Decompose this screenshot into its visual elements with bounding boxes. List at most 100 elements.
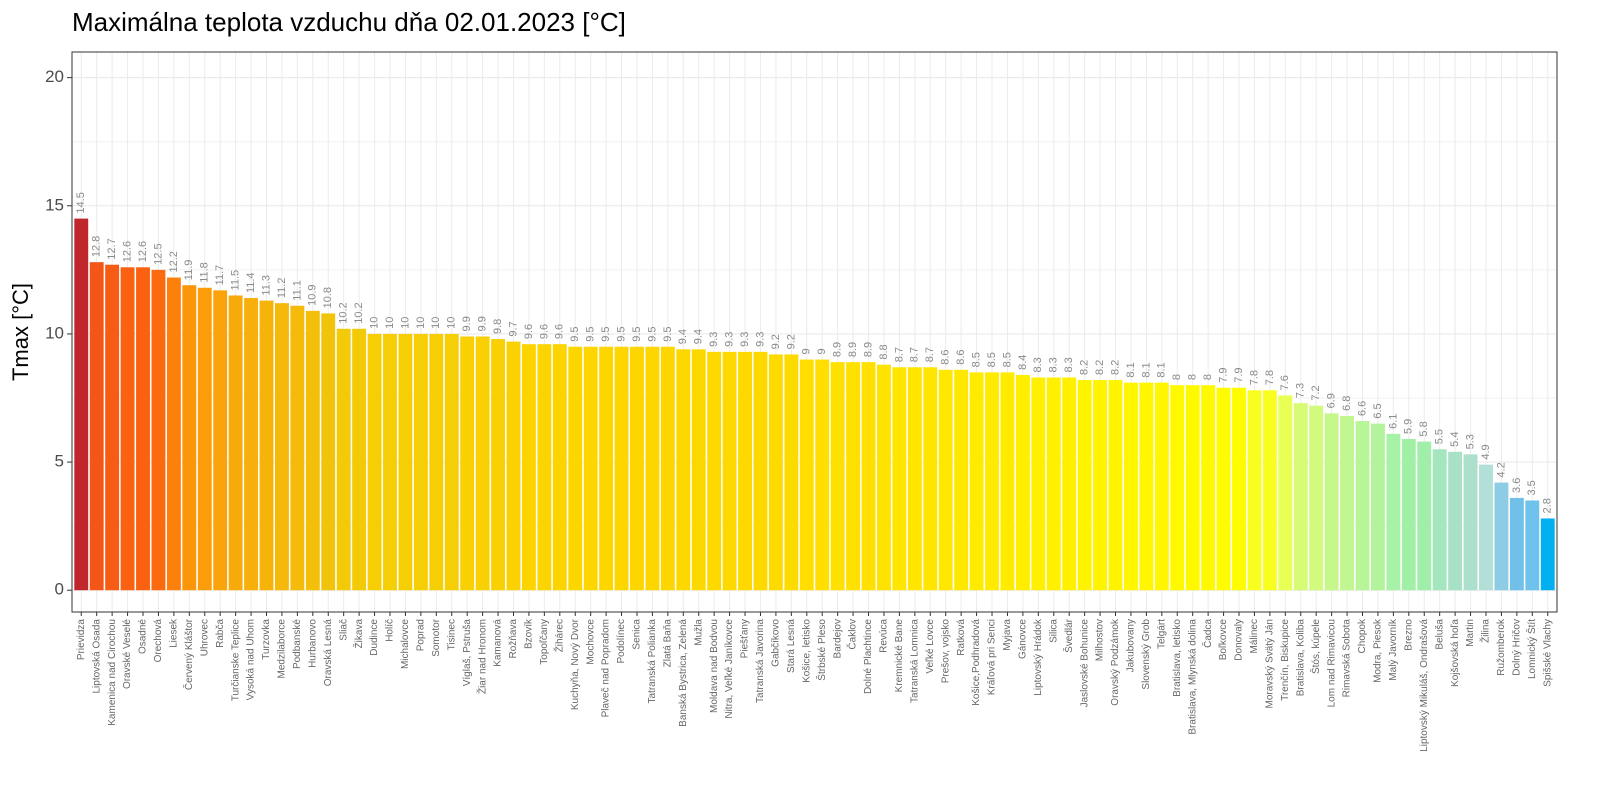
bar xyxy=(1309,405,1324,591)
value-label: 9 xyxy=(801,348,813,354)
value-label: 8 xyxy=(1202,374,1214,380)
bar xyxy=(1185,385,1200,591)
x-tick-label: Zlatá Baňa xyxy=(662,619,673,668)
bar xyxy=(1170,385,1185,591)
bar xyxy=(1448,451,1463,591)
x-tick-label: Žiar nad Hronom xyxy=(475,619,488,694)
value-label: 7.2 xyxy=(1310,385,1322,400)
bar xyxy=(1154,382,1169,591)
bar xyxy=(1139,382,1154,591)
x-tick-label: Málinec xyxy=(1249,619,1260,653)
value-label: 3.5 xyxy=(1526,480,1538,495)
x-tick-label: Podbanské xyxy=(292,619,303,669)
bar xyxy=(1525,500,1540,591)
bar xyxy=(1324,413,1339,591)
bar xyxy=(413,333,428,591)
bar xyxy=(383,333,397,591)
x-tick-label: Žilina xyxy=(1479,619,1492,643)
bar xyxy=(1370,423,1385,591)
bar xyxy=(321,313,336,591)
value-label: 8.7 xyxy=(924,347,936,362)
x-tick-label: Spišské Vlachy xyxy=(1542,619,1553,687)
value-label: 5.4 xyxy=(1449,432,1461,447)
value-label: 12.7 xyxy=(106,238,118,259)
value-label: 11.5 xyxy=(230,270,242,291)
y-tick-label: 5 xyxy=(55,452,64,471)
value-label: 8.9 xyxy=(832,342,844,357)
x-tick-label: Brezno xyxy=(1403,619,1414,651)
value-label: 7.6 xyxy=(1279,375,1291,390)
bar xyxy=(1386,433,1401,591)
value-label: 5.3 xyxy=(1464,434,1476,449)
x-tick-label: Sliač xyxy=(338,619,349,641)
bar xyxy=(938,369,953,591)
bar xyxy=(105,264,120,591)
value-label: 3.6 xyxy=(1511,478,1523,493)
bar xyxy=(1417,441,1432,591)
value-label: 5.5 xyxy=(1434,429,1446,444)
value-label: 10.2 xyxy=(338,302,350,323)
x-tick-label: Liptovský Hrádok xyxy=(1033,618,1044,696)
bar xyxy=(969,372,984,591)
x-tick-label: Prešov, vojsko xyxy=(940,619,951,684)
value-label: 9.3 xyxy=(754,332,766,347)
value-label: 8.1 xyxy=(1156,362,1168,377)
bar xyxy=(1201,385,1216,591)
value-label: 10 xyxy=(384,317,396,329)
value-label: 7.9 xyxy=(1233,367,1245,382)
bar xyxy=(799,359,814,591)
bar xyxy=(274,303,289,591)
value-label: 8.5 xyxy=(986,352,998,367)
bar xyxy=(398,333,413,591)
x-tick-label: Moravský Svätý Ján xyxy=(1265,619,1276,708)
bar xyxy=(1108,380,1123,591)
y-tick-label: 10 xyxy=(45,323,64,342)
value-label: 12.5 xyxy=(152,243,164,264)
bar xyxy=(74,218,89,591)
bar xyxy=(1077,380,1092,591)
value-label: 8 xyxy=(1171,374,1183,380)
value-label: 6.1 xyxy=(1387,414,1399,429)
bar xyxy=(1540,518,1555,591)
bar xyxy=(1031,377,1046,591)
value-label: 8.3 xyxy=(1063,357,1075,372)
value-label: 10 xyxy=(368,317,380,329)
value-label: 11.2 xyxy=(276,278,288,299)
x-tick-label: Stará Lesná xyxy=(786,619,797,673)
chart-title: Maximálna teplota vzduchu dňa 02.01.2023… xyxy=(72,7,626,37)
x-tick-label: Jakubovany xyxy=(1126,619,1137,672)
bar xyxy=(645,346,660,591)
value-label: 9.4 xyxy=(693,329,705,344)
x-tick-label: Košice,Podhradová xyxy=(971,619,982,706)
value-label: 6.9 xyxy=(1326,393,1338,408)
bar xyxy=(89,262,104,591)
value-label: 8.7 xyxy=(893,347,905,362)
plot-border xyxy=(71,51,1558,613)
x-tick-label: Žihárec xyxy=(552,619,565,652)
bar xyxy=(1093,380,1108,591)
y-tick-label: 0 xyxy=(55,580,64,599)
value-label: 10 xyxy=(415,317,427,329)
x-tick-label: Tatranská Polianka xyxy=(647,619,658,704)
x-tick-label: Milhostov xyxy=(1095,619,1106,661)
bar xyxy=(1247,390,1262,591)
value-label: 8.3 xyxy=(1048,357,1060,372)
x-tick-label: Tatranská Javorina xyxy=(755,619,766,703)
bar xyxy=(290,305,305,591)
x-tick-label: Ratková xyxy=(956,619,967,656)
x-tick-label: Bardejov xyxy=(832,619,843,658)
x-tick-label: Osadné xyxy=(138,619,149,654)
bar xyxy=(151,269,166,591)
x-tick-label: Oravské Veselé xyxy=(122,619,133,689)
bar xyxy=(722,351,737,591)
bar xyxy=(182,285,197,591)
x-tick-label: Lom nad Rimavicou xyxy=(1326,619,1337,707)
x-tick-label: Beluša xyxy=(1434,619,1445,650)
x-tick-label: Červený Kláštor xyxy=(182,618,195,690)
x-tick-label: Podolínec xyxy=(616,619,627,663)
x-tick-label: Tatranská Lomnica xyxy=(909,619,920,703)
bar xyxy=(429,333,444,591)
value-label: 2.8 xyxy=(1542,498,1554,513)
x-tick-label: Švedlár xyxy=(1062,618,1075,653)
bar xyxy=(738,351,752,591)
